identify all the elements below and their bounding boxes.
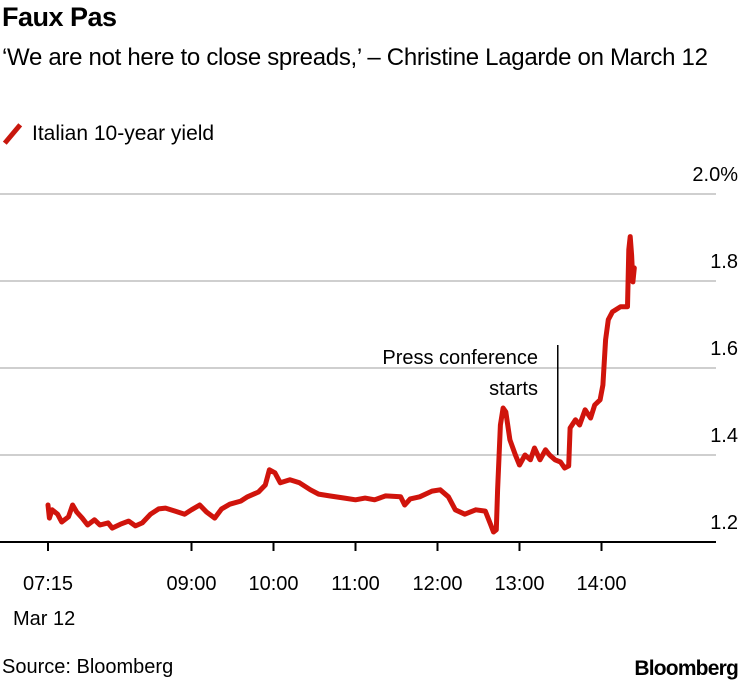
x-tick-label: 07:15 [23, 573, 73, 595]
series-line-italian-10-year-yield [45, 234, 637, 535]
y-tick-label: 1.2 [710, 512, 738, 534]
x-tick-label: 13:00 [494, 573, 544, 595]
x-tick-label: 12:00 [412, 573, 462, 595]
chart-subtitle: ‘We are not here to close spreads,’ – Ch… [2, 44, 708, 71]
x-tick-label: 09:00 [166, 573, 216, 595]
y-tick-label: 2.0% [692, 164, 738, 186]
bloomberg-logo: Bloomberg [634, 657, 738, 680]
y-tick-label: 1.4 [710, 425, 738, 447]
annotation-text: Press conference [382, 347, 538, 369]
x-date-label: Mar 12 [13, 608, 75, 630]
x-tick-label: 14:00 [576, 573, 626, 595]
legend: Italian 10-year yield [2, 122, 214, 146]
x-tick-label: 10:00 [248, 573, 298, 595]
source-note: Source: Bloomberg [2, 656, 174, 678]
x-tick-label: 11:00 [331, 573, 380, 595]
annotation-text: starts [489, 378, 538, 400]
chart-title: Faux Pas [2, 2, 117, 32]
y-tick-label: 1.6 [710, 338, 738, 360]
legend-label: Italian 10-year yield [32, 122, 215, 145]
y-tick-label: 1.8 [710, 251, 738, 273]
